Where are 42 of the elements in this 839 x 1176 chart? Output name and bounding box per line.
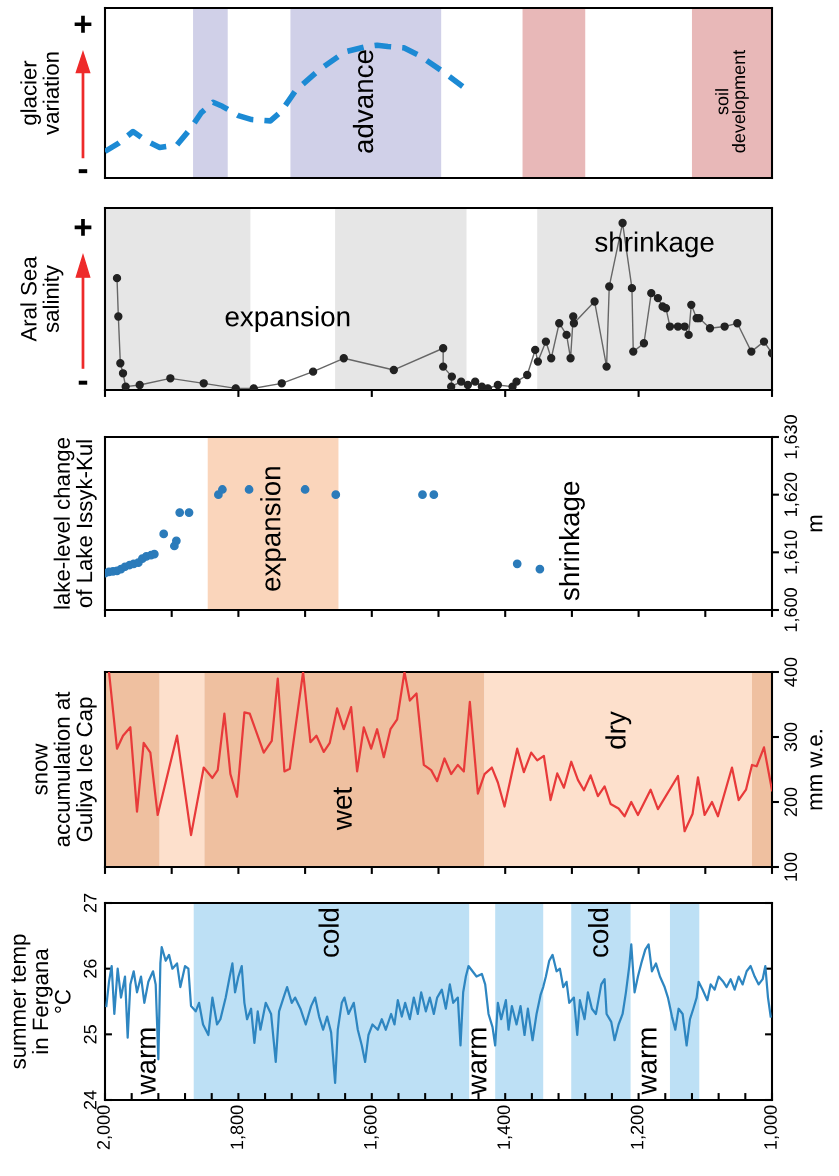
y-axis-title: glacier variation [20,52,59,135]
text: - [78,380,88,385]
x-tick-label: 1,000 [764,1105,779,1149]
y2-axis-title: m [810,515,823,532]
annotation: warm [140,1028,156,1095]
x-tick-label: 1,600 [363,1105,379,1149]
x-tick-label: 1,400 [497,1105,513,1149]
y-tick-label: 25 [83,1025,97,1044]
band-label: wet [333,787,352,831]
x-tick-label: 1,200 [630,1105,646,1149]
band-label: cold [318,908,339,957]
y2-tick-label: 200 [784,787,798,817]
text: - [78,169,88,174]
annotation: warm [641,1028,657,1095]
text: + [74,218,92,236]
annotation: shrinkage [558,481,585,601]
y-axis-title: snow accumulation at Guliya Ice Cap [35,691,97,847]
annotation: expansion [225,306,350,332]
y2-tick-label: 1,610 [784,530,800,574]
y-tick-label: 27 [83,893,97,913]
y-tick-label: 24 [83,1090,97,1110]
y2-tick-label: 1,620 [784,472,800,516]
band-label: dry [605,711,632,749]
y-axis-title: summer temp in Fergana °C [11,934,71,1069]
band-label: soil development [715,49,749,153]
y2-tick-label: 300 [784,722,798,752]
y2-axis-title: mm w.e. [810,730,823,810]
x-tick-label: 1,800 [230,1105,246,1149]
y2-tick-label: 100 [784,852,798,881]
y-axis-title: lake-level change of Lake Issyk-Kul [53,438,97,609]
y-axis-title: Aral Sea salinity [20,256,64,342]
x-tick-label: 2,000 [97,1105,112,1150]
band-label: shrinkage [595,231,714,258]
y2-tick-label: 400 [784,657,798,687]
band-label: cold [587,908,609,957]
band-label: expansion [260,467,287,591]
y2-tick-label: 1,630 [784,415,800,459]
text: + [74,15,92,33]
annotation: warm [471,1028,487,1095]
band-label: advance [352,50,374,153]
y2-tick-label: 1,600 [784,588,800,632]
y-tick-label: 26 [83,959,97,978]
